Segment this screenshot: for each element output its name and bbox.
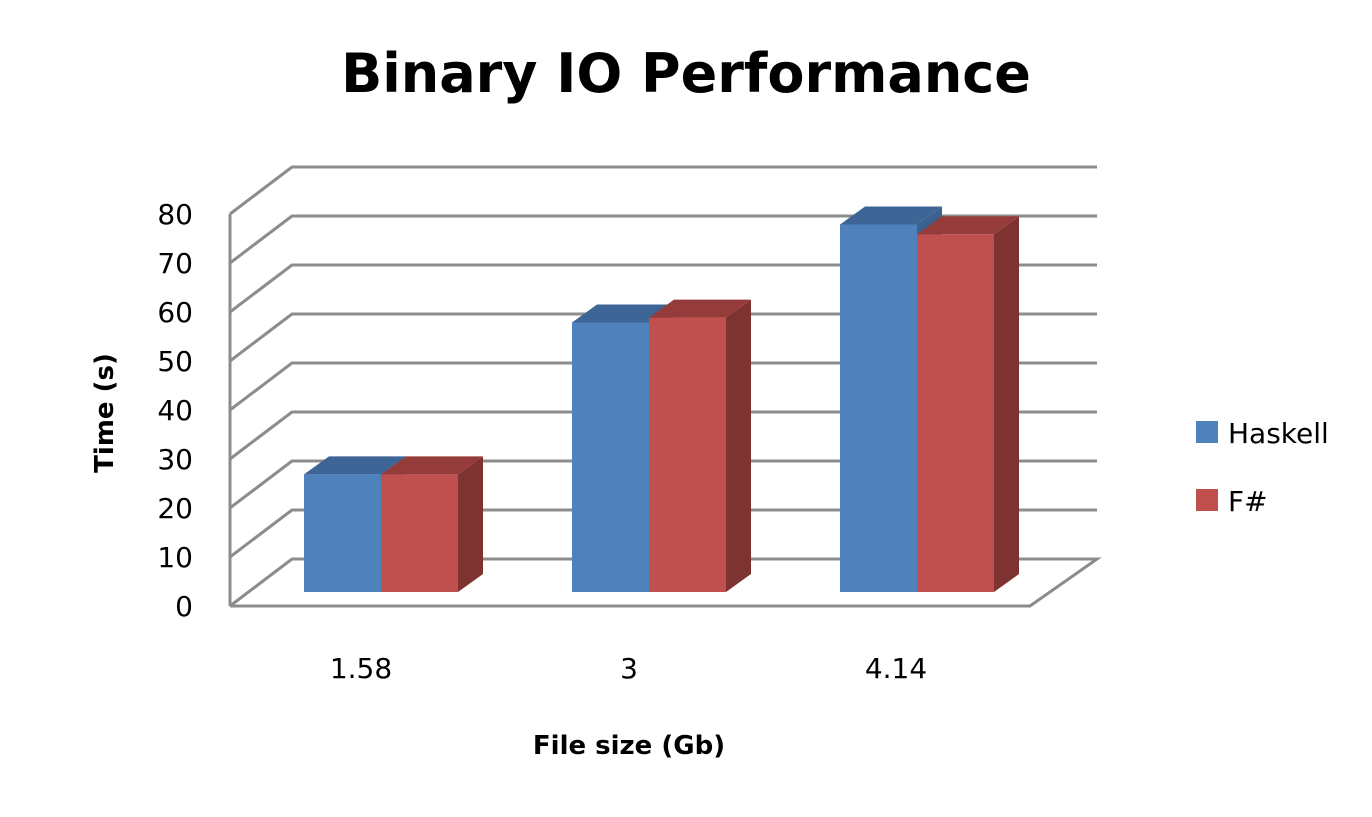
bar-side xyxy=(726,299,751,592)
legend: Haskell F# xyxy=(1196,417,1329,518)
bar-front xyxy=(572,322,649,592)
bar-top xyxy=(840,206,942,225)
bar-front xyxy=(381,474,458,592)
y-tick-label: 40 xyxy=(157,394,193,427)
x-axis-title: File size (Gb) xyxy=(533,731,725,761)
gridline xyxy=(229,312,1097,363)
legend-item: F# xyxy=(1196,485,1268,518)
x-axis-ticks: 1.58 3 4.14 xyxy=(330,652,927,685)
bars xyxy=(304,206,1019,593)
bar-top xyxy=(649,299,751,318)
bar-top xyxy=(917,216,1019,235)
bar-top xyxy=(572,304,674,323)
bar-front xyxy=(649,317,726,592)
y-axis-ticks: 0 10 20 30 40 50 60 70 80 xyxy=(157,198,193,623)
y-tick-label: 10 xyxy=(157,541,193,574)
legend-swatch xyxy=(1196,421,1218,443)
bar-front xyxy=(840,224,917,592)
legend-label: F# xyxy=(1228,485,1268,518)
bar-front xyxy=(304,474,381,592)
gridline xyxy=(229,263,1097,314)
x-tick-label: 4.14 xyxy=(865,652,927,685)
y-tick-label: 50 xyxy=(157,345,193,378)
y-tick-label: 30 xyxy=(157,443,193,476)
gridline xyxy=(229,361,1097,412)
bar-top xyxy=(304,456,406,475)
y-tick-label: 70 xyxy=(157,247,193,280)
bar-f-1.58 xyxy=(381,456,483,592)
gridline xyxy=(229,165,1097,216)
y-tick-label: 0 xyxy=(175,590,193,623)
gridline xyxy=(229,557,1097,608)
bar-side xyxy=(994,216,1019,593)
bar-side xyxy=(458,456,483,592)
legend-item: Haskell xyxy=(1196,417,1329,450)
bar-front xyxy=(917,234,994,593)
bar-f-3 xyxy=(649,299,751,592)
gridline xyxy=(229,508,1097,559)
gridlines xyxy=(228,165,1102,608)
gridline xyxy=(229,459,1097,510)
y-tick-label: 80 xyxy=(157,198,193,231)
bar-f-4.14 xyxy=(917,216,1019,593)
x-tick-label: 3 xyxy=(620,652,638,685)
gridline xyxy=(229,214,1097,265)
chart-title: Binary IO Performance xyxy=(341,42,1031,105)
bar-top xyxy=(381,456,483,475)
legend-label: Haskell xyxy=(1228,417,1329,450)
gridline xyxy=(229,410,1097,461)
y-tick-label: 60 xyxy=(157,296,193,329)
legend-swatch xyxy=(1196,489,1218,511)
y-axis-title: Time (s) xyxy=(90,353,120,473)
y-tick-label: 20 xyxy=(157,492,193,525)
x-tick-label: 1.58 xyxy=(330,652,392,685)
